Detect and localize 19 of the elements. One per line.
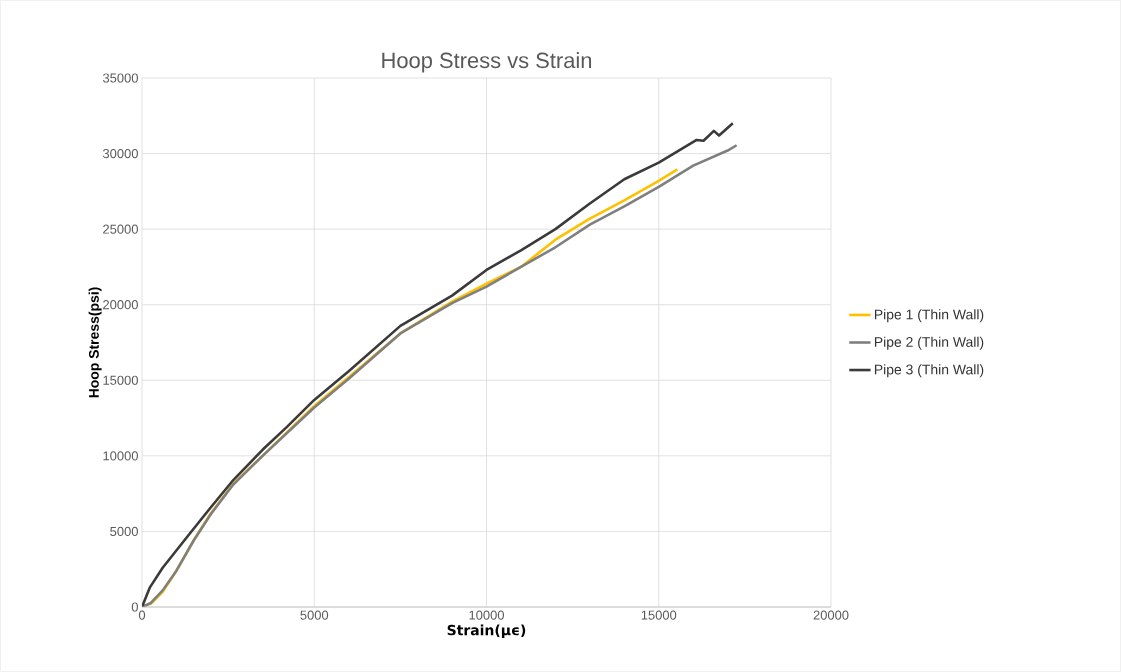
legend-label: Pipe 2 (Thin Wall): [874, 336, 984, 350]
y-tick-label: 10000: [103, 451, 138, 461]
x-tick-label: 5000: [300, 610, 329, 620]
y-tick-label: 30000: [102, 148, 138, 159]
x-tick-label: 20000: [813, 610, 849, 620]
legend-label: Pipe 1 (Thin Wall): [874, 309, 984, 323]
y-tick-label: 5000: [110, 526, 138, 537]
y-tick-label: 35000: [102, 73, 138, 83]
y-tick-label: 25000: [103, 224, 138, 234]
x-tick-label: 0: [138, 610, 146, 620]
y-axis-title: Hoop Stress(psi): [88, 287, 102, 398]
y-tick-label: 20000: [103, 300, 138, 310]
y-tick-label: 0: [131, 602, 138, 612]
legend-label: Pipe 3 (Thin Wall): [874, 364, 984, 378]
y-tick-label: 15000: [103, 375, 138, 385]
x-axis-title: Strain(μϵ): [447, 624, 526, 639]
chart-title: Hoop Stress vs Strain: [382, 52, 592, 73]
x-tick-label: 15000: [641, 610, 677, 620]
x-tick-label: 10000: [469, 610, 505, 620]
